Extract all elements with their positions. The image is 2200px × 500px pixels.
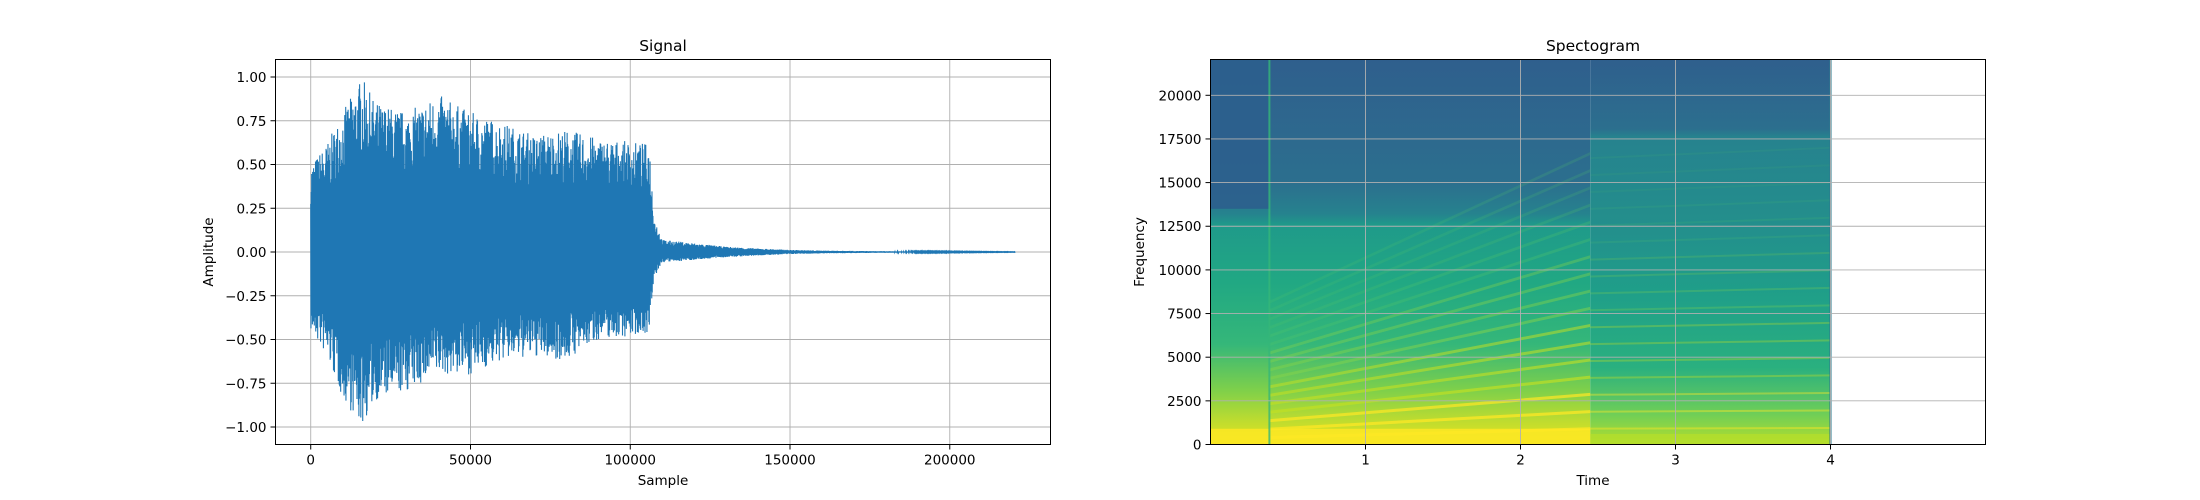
signal-y-tick-label: −0.50 [225, 333, 266, 349]
spectrogram-harmonic-band [1269, 220, 1591, 338]
spectrogram-low-energy [1210, 428, 1591, 444]
signal-y-tick-label: 1.00 [236, 70, 266, 86]
spectrogram-harmonic-band [1590, 146, 1831, 160]
signal-x-axis-label: Sample [638, 473, 689, 489]
spectrogram-y-tick-label: 20000 [1159, 88, 1202, 104]
spectrogram-harmonic-band [1590, 426, 1831, 430]
spectrogram-harmonic-band [1590, 339, 1831, 346]
spectrogram-harmonic-band [1269, 324, 1591, 389]
spectrogram-harmonic-band [1269, 375, 1591, 414]
spectrogram-x-tick-label: 3 [1671, 453, 1680, 469]
spectrogram-harmonic-band [1590, 374, 1831, 379]
signal-x-tick-label: 50000 [449, 453, 492, 469]
signal-x-tick-label: 200000 [924, 453, 976, 469]
signal-y-axis-label: Amplitude [201, 217, 217, 286]
spectrogram-harmonic-band [1269, 341, 1591, 397]
spectrogram-harmonic-band [1590, 321, 1831, 329]
spectrogram-harmonic-band [1590, 409, 1831, 413]
spectrogram-x-tick-label: 4 [1826, 453, 1835, 469]
spectrogram-region-late [1590, 59, 1831, 444]
signal-y-tick-label: −0.25 [225, 289, 266, 305]
spectrogram-harmonic-band [1269, 169, 1591, 313]
spectrogram-y-axis-label: Frequency [1132, 217, 1148, 287]
spectrogram-axes-frame [1210, 59, 1986, 445]
spectrogram-title: Spectogram [1546, 37, 1640, 55]
spectrogram-region-early [1210, 59, 1591, 444]
spectrogram-harmonic-band [1590, 391, 1831, 396]
spectrogram-harmonic-band [1590, 181, 1831, 193]
spectrogram-y-tick-label: 2500 [1167, 394, 1201, 410]
spectrogram-x-tick-label: 1 [1361, 453, 1370, 469]
spectrogram-harmonic-band [1269, 237, 1591, 347]
spectrogram-y-tick-label: 17500 [1159, 132, 1202, 148]
spectrogram-harmonic-band [1269, 306, 1591, 380]
signal-title: Signal [639, 37, 687, 55]
spectrogram-harmonic-band [1590, 356, 1831, 362]
spectrogram-noise-floor [1210, 59, 1270, 209]
spectrogram-harmonic-band [1269, 151, 1591, 304]
spectrogram-y-tick-label: 10000 [1159, 263, 1202, 279]
signal-y-ticks: −1.00 −0.75 −0.50 −0.25 0.00 0.25 0.50 0.75 1.00 [225, 70, 276, 436]
spectrogram-x-ticks: 1 2 3 4 [1361, 444, 1835, 469]
spectrogram-harmonic-band [1590, 164, 1831, 177]
signal-y-tick-label: 0.50 [236, 158, 266, 174]
spectrogram-y-tick-label: 5000 [1167, 350, 1201, 366]
spectrogram-harmonic-band [1590, 216, 1831, 227]
spectrogram-y-tick-label: 15000 [1159, 176, 1202, 192]
signal-x-tick-label: 0 [306, 453, 315, 469]
signal-waveform [310, 82, 1016, 421]
spectrogram-image [1210, 59, 1832, 444]
spectrogram-harmonic-band [1590, 251, 1831, 261]
signal-x-tick-label: 150000 [764, 453, 816, 469]
spectrogram-y-tick-label: 12500 [1159, 219, 1202, 235]
signal-line [310, 82, 1016, 421]
spectrogram-harmonic-band [1269, 410, 1591, 431]
spectrogram-x-tick-label: 2 [1516, 453, 1525, 469]
signal-y-tick-label: 0.00 [236, 245, 266, 261]
spectrogram-y-tick-label: 0 [1193, 438, 1202, 454]
signal-panel: 0 50000 100000 150000 200000 −1.00 −0.75 −0.50… [201, 37, 1051, 489]
spectrogram-harmonic-band [1590, 234, 1831, 244]
spectrogram-harmonic-band [1590, 286, 1831, 295]
spectrogram-low-energy [1590, 434, 1831, 444]
spectrogram-harmonic-band [1269, 186, 1591, 321]
signal-y-tick-label: 0.25 [236, 201, 266, 217]
spectrogram-harmonic-band [1269, 289, 1591, 372]
spectrogram-y-ticks: 0 2500 5000 7500 10000 12500 15000 17500 20000 [1159, 88, 1211, 454]
spectrogram-y-tick-label: 7500 [1167, 307, 1201, 323]
signal-x-tick-label: 100000 [604, 453, 656, 469]
signal-y-tick-label: −0.75 [225, 376, 266, 392]
spectrogram-harmonic-band [1269, 392, 1591, 423]
spectrogram-harmonic-band [1269, 203, 1591, 330]
spectrogram-panel: 1 2 3 4 0 2500 5000 7500 10000 12500 15000 17500 20… [1132, 37, 1986, 489]
spectrogram-harmonic-band [1269, 272, 1591, 363]
spectrogram-x-axis-label: Time [1575, 473, 1609, 489]
spectrogram-harmonic-band [1590, 304, 1831, 312]
signal-x-ticks: 0 50000 100000 150000 200000 [306, 444, 976, 469]
signal-y-tick-label: 0.75 [236, 114, 266, 130]
signal-y-tick-label: −1.00 [225, 420, 266, 436]
spectrogram-harmonic-band [1590, 199, 1831, 210]
spectrogram-harmonic-band [1590, 269, 1831, 278]
spectrogram-harmonic-band [1269, 358, 1591, 406]
spectrogram-harmonic-band [1269, 255, 1591, 355]
